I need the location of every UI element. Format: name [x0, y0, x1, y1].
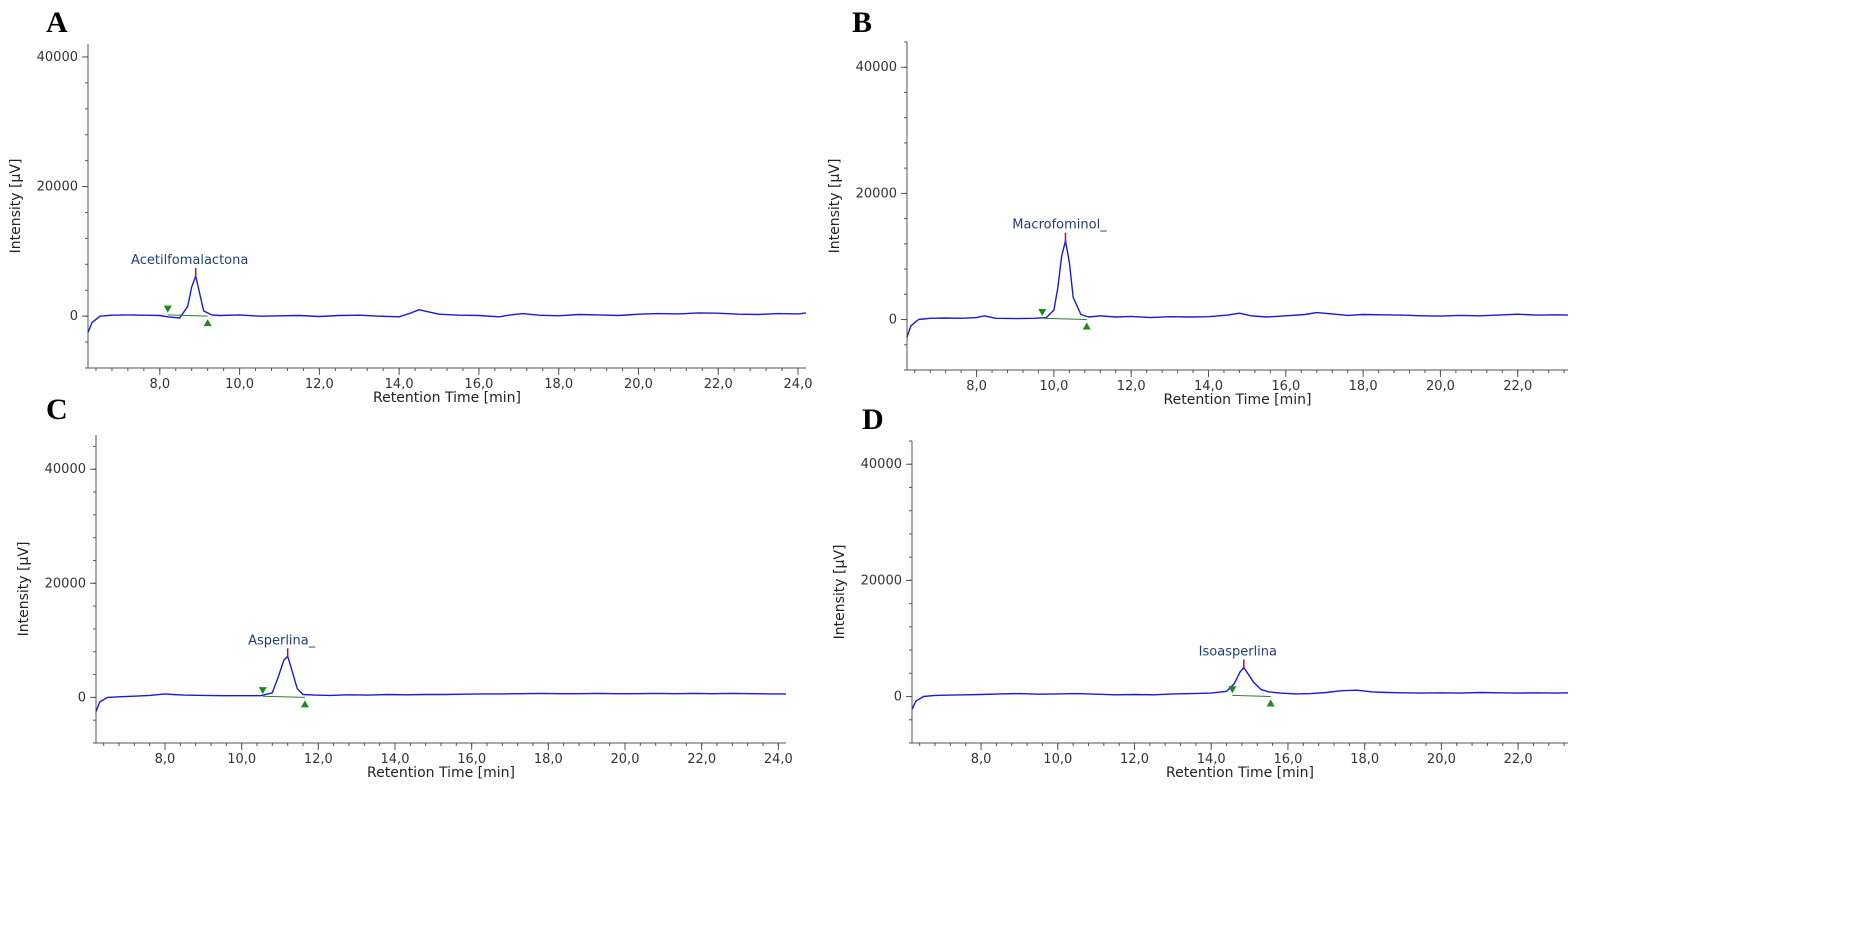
y-tick-label: 0 — [889, 313, 897, 328]
y-tick-label: 20000 — [861, 573, 902, 588]
peak-start-marker — [163, 305, 172, 313]
x-tick-label: 18,0 — [544, 377, 573, 392]
panel-letter: A — [46, 6, 68, 39]
chromatogram-line — [95, 655, 786, 712]
x-tick-label: 20,0 — [1427, 752, 1456, 767]
peak-start-marker — [1038, 309, 1047, 317]
panel-c: C 0 20000 40000 8,0 10,0 12,0 14,0 16,0 18,0 20,0… — [0, 393, 934, 931]
x-axis-title: Retention Time [min] — [1164, 392, 1312, 408]
peak-label: Asperlina_ — [248, 633, 316, 648]
x-axis-title: Retention Time [min] — [1166, 765, 1314, 781]
y-tick-label: 20000 — [37, 180, 78, 195]
x-tick-label: 12,0 — [305, 377, 334, 392]
panel-a: A 0 20000 40000 8,0 10,0 12,0 14,0 16,0 18,0 20,0… — [0, 0, 934, 465]
y-tick-label: 0 — [70, 309, 78, 324]
x-tick-label: 16,0 — [1273, 752, 1302, 767]
y-axis-title: Intensity [µV] — [16, 542, 32, 637]
panel-d: D 0 20000 40000 8,0 10,0 12,0 14,0 16,0 18,0 20,0… — [832, 403, 1868, 931]
y-axis-title: Intensity [µV] — [827, 159, 843, 254]
x-tick-label: 22,0 — [1504, 752, 1533, 767]
y-tick-label: 20000 — [856, 186, 897, 201]
x-tick-label: 10,0 — [1043, 752, 1072, 767]
x-tick-label: 18,0 — [1349, 379, 1378, 394]
x-tick-label: 10,0 — [225, 377, 254, 392]
panel-letter: B — [852, 6, 873, 39]
y-axis-title: Intensity [µV] — [8, 159, 24, 254]
x-tick-label: 20,0 — [624, 377, 653, 392]
chromatogram-line — [87, 275, 807, 333]
peak-start-marker — [258, 687, 267, 695]
x-tick-label: 20,0 — [1426, 379, 1455, 394]
x-tick-label: 8,0 — [966, 379, 987, 394]
chart-svg: 0 20000 40000 8,0 10,0 12,0 14,0 16,0 18,0 20,0 22… — [832, 440, 1569, 781]
x-tick-label: 24,0 — [764, 752, 793, 767]
x-tick-label: 12,0 — [304, 752, 333, 767]
peak-start-marker — [1228, 686, 1237, 694]
chromatogram-line — [911, 666, 1569, 710]
x-tick-label: 8,0 — [149, 377, 170, 392]
chromatogram-line — [906, 239, 1569, 338]
x-tick-label: 16,0 — [1271, 379, 1300, 394]
peak-end-marker — [300, 700, 309, 708]
y-tick-label: 0 — [894, 690, 902, 705]
x-tick-label: 20,0 — [611, 752, 640, 767]
panel-b: B 0 20000 40000 8,0 10,0 12,0 14,0 16,0 18,0 20,0… — [827, 0, 1868, 465]
panel-letter: C — [46, 393, 68, 426]
peak-label: Acetilfomalactona — [131, 253, 248, 268]
peak-end-marker — [1082, 322, 1091, 330]
y-axis-title: Intensity [µV] — [832, 545, 848, 640]
y-tick-label: 40000 — [45, 462, 86, 477]
x-tick-label: 10,0 — [227, 752, 256, 767]
x-tick-label: 14,0 — [1197, 752, 1226, 767]
peak-end-marker — [1266, 699, 1275, 707]
peak-end-marker — [203, 319, 212, 327]
x-tick-label: 16,0 — [457, 752, 486, 767]
x-tick-label: 18,0 — [534, 752, 563, 767]
x-tick-label: 18,0 — [1350, 752, 1379, 767]
x-tick-label: 14,0 — [1194, 379, 1223, 394]
chart-svg: 0 20000 40000 8,0 10,0 12,0 14,0 16,0 18,0 20,0 22… — [8, 44, 813, 406]
x-tick-label: 14,0 — [381, 752, 410, 767]
x-tick-label: 22,0 — [704, 377, 733, 392]
y-tick-label: 40000 — [861, 457, 902, 472]
x-tick-label: 8,0 — [971, 752, 992, 767]
x-tick-label: 14,0 — [385, 377, 414, 392]
x-tick-label: 12,0 — [1117, 379, 1146, 394]
peak-baseline — [1042, 317, 1087, 321]
x-tick-label: 24,0 — [784, 377, 813, 392]
x-tick-label: 22,0 — [687, 752, 716, 767]
y-tick-label: 40000 — [856, 60, 897, 75]
x-axis-title: Retention Time [min] — [373, 390, 521, 406]
x-axis-title: Retention Time [min] — [367, 765, 515, 781]
y-tick-label: 40000 — [37, 50, 78, 65]
peak-baseline — [1232, 694, 1271, 698]
x-tick-label: 16,0 — [464, 377, 493, 392]
y-tick-label: 20000 — [45, 576, 86, 591]
x-tick-label: 22,0 — [1503, 379, 1532, 394]
peak-label: Macrofominol_ — [1012, 218, 1107, 233]
chart-svg: 0 20000 40000 8,0 10,0 12,0 14,0 16,0 18,0 20,0 22… — [827, 41, 1569, 408]
y-tick-label: 0 — [78, 690, 86, 705]
x-tick-label: 12,0 — [1120, 752, 1149, 767]
x-tick-label: 10,0 — [1039, 379, 1068, 394]
peak-label: Isoasperlina — [1199, 645, 1277, 660]
panel-letter: D — [862, 403, 884, 436]
x-tick-label: 8,0 — [155, 752, 176, 767]
chart-svg: 0 20000 40000 8,0 10,0 12,0 14,0 16,0 18,0 20,0 22… — [16, 435, 793, 781]
peak-baseline — [262, 695, 305, 698]
peak-baseline — [167, 314, 208, 317]
